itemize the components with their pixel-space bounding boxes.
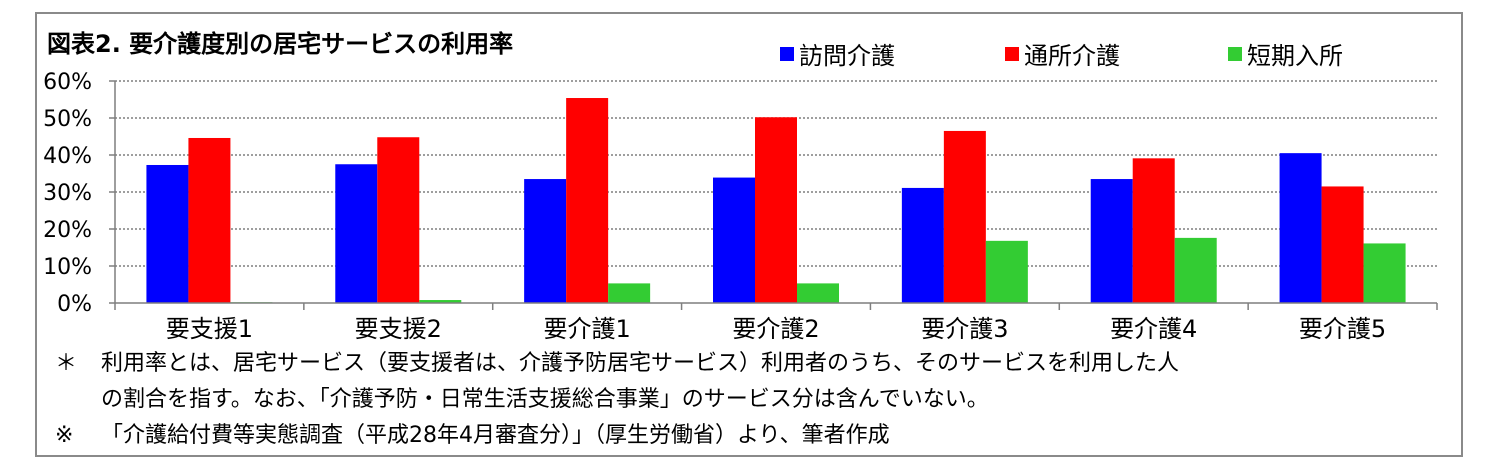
bar <box>943 130 986 303</box>
bar <box>1363 243 1406 303</box>
x-tick-label: 要支援1 <box>166 315 253 340</box>
note-1-mark: ＊ <box>55 351 78 376</box>
bar <box>1090 179 1133 303</box>
bar <box>419 300 462 303</box>
bar <box>1174 237 1217 303</box>
bar <box>188 137 231 303</box>
note-1-line-2: の割合を指す。なお、「介護予防・日常生活支援総合事業」のサービス分は含んでいない… <box>101 385 989 415</box>
bar <box>377 137 420 303</box>
legend-label: 通所介護 <box>1024 42 1120 70</box>
x-tick-label: 要介護3 <box>921 315 1008 340</box>
bar <box>566 98 609 304</box>
x-tick-label: 要介護2 <box>732 315 819 340</box>
y-tick-label: 0% <box>57 292 92 317</box>
legend-label: 短期入所 <box>1247 42 1343 70</box>
bar-chart: 図表2. 要介護度別の居宅サービスの利用率 0% 10% 20% 30% 40% 50% 6… <box>43 30 1438 340</box>
bar <box>985 240 1028 303</box>
note-2-mark: ※ <box>55 423 74 448</box>
x-tick-label: 要介護1 <box>544 315 631 340</box>
x-tick-label: 要介護4 <box>1110 315 1197 340</box>
note-1-text-cont: の割合を指す。なお、「介護予防・日常生活支援総合事業」のサービス分は含んでいない… <box>101 387 989 412</box>
bar <box>755 117 797 303</box>
y-tick-label: 10% <box>43 255 92 280</box>
note-2-text: 「介護給付費等実態調査（平成28年4月審査分）」（厚生労働省）より、筆者作成 <box>101 423 890 448</box>
bar <box>713 177 755 303</box>
y-tick-label: 20% <box>43 218 92 243</box>
x-axis: 要支援1 要支援2 要介護1 要介護2 要介護3 要介護4 要介護5 <box>114 302 1438 340</box>
bar <box>1132 158 1175 303</box>
x-tick-label: 要支援2 <box>355 315 442 340</box>
y-tick-label: 50% <box>43 107 92 132</box>
y-axis: 0% 10% 20% 30% 40% 50% 60% <box>43 70 116 317</box>
y-tick-label: 30% <box>43 181 92 206</box>
legend: 訪問介護 通所介護 短期入所 <box>780 42 1343 70</box>
bar <box>1279 153 1322 303</box>
bar <box>335 164 378 303</box>
legend-swatch <box>780 47 794 61</box>
bar <box>524 179 567 303</box>
legend-swatch <box>1005 47 1019 61</box>
legend-label: 訪問介護 <box>799 42 895 70</box>
bar <box>901 187 944 303</box>
bar <box>797 283 839 303</box>
y-tick-label: 40% <box>43 144 92 169</box>
chart-title: 図表2. 要介護度別の居宅サービスの利用率 <box>47 30 513 58</box>
legend-swatch <box>1228 47 1242 61</box>
bars <box>146 98 1406 304</box>
bar <box>146 164 189 303</box>
bar <box>1321 186 1364 303</box>
x-tick-label: 要介護5 <box>1299 315 1386 340</box>
note-1-text: 利用率とは、居宅サービス（要支援者は、介護予防居宅サービス）利用者のうち、そのサ… <box>101 351 1180 376</box>
note-2: ※ 「介護給付費等実態調査（平成28年4月審査分）」（厚生労働省）より、筆者作成 <box>55 421 890 451</box>
y-tick-label: 60% <box>43 70 92 95</box>
bar <box>608 283 651 303</box>
note-1-line-1: ＊ 利用率とは、居宅サービス（要支援者は、介護予防居宅サービス）利用者のうち、その… <box>55 349 1179 379</box>
